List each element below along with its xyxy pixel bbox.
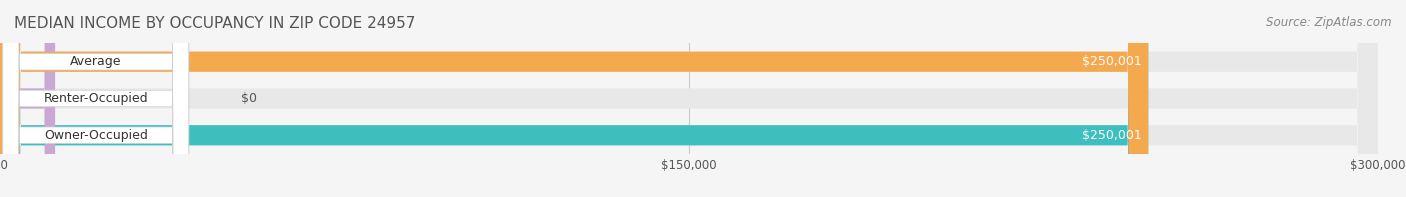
- FancyBboxPatch shape: [0, 0, 1149, 197]
- Text: $250,001: $250,001: [1081, 55, 1142, 68]
- Text: Renter-Occupied: Renter-Occupied: [44, 92, 148, 105]
- Text: Owner-Occupied: Owner-Occupied: [44, 129, 148, 142]
- Text: Source: ZipAtlas.com: Source: ZipAtlas.com: [1267, 16, 1392, 29]
- Text: MEDIAN INCOME BY OCCUPANCY IN ZIP CODE 24957: MEDIAN INCOME BY OCCUPANCY IN ZIP CODE 2…: [14, 16, 415, 31]
- FancyBboxPatch shape: [3, 0, 188, 197]
- FancyBboxPatch shape: [0, 0, 55, 197]
- FancyBboxPatch shape: [0, 0, 1149, 197]
- FancyBboxPatch shape: [3, 0, 188, 197]
- FancyBboxPatch shape: [3, 0, 188, 197]
- Text: $250,001: $250,001: [1081, 129, 1142, 142]
- Text: Average: Average: [70, 55, 121, 68]
- Text: $0: $0: [242, 92, 257, 105]
